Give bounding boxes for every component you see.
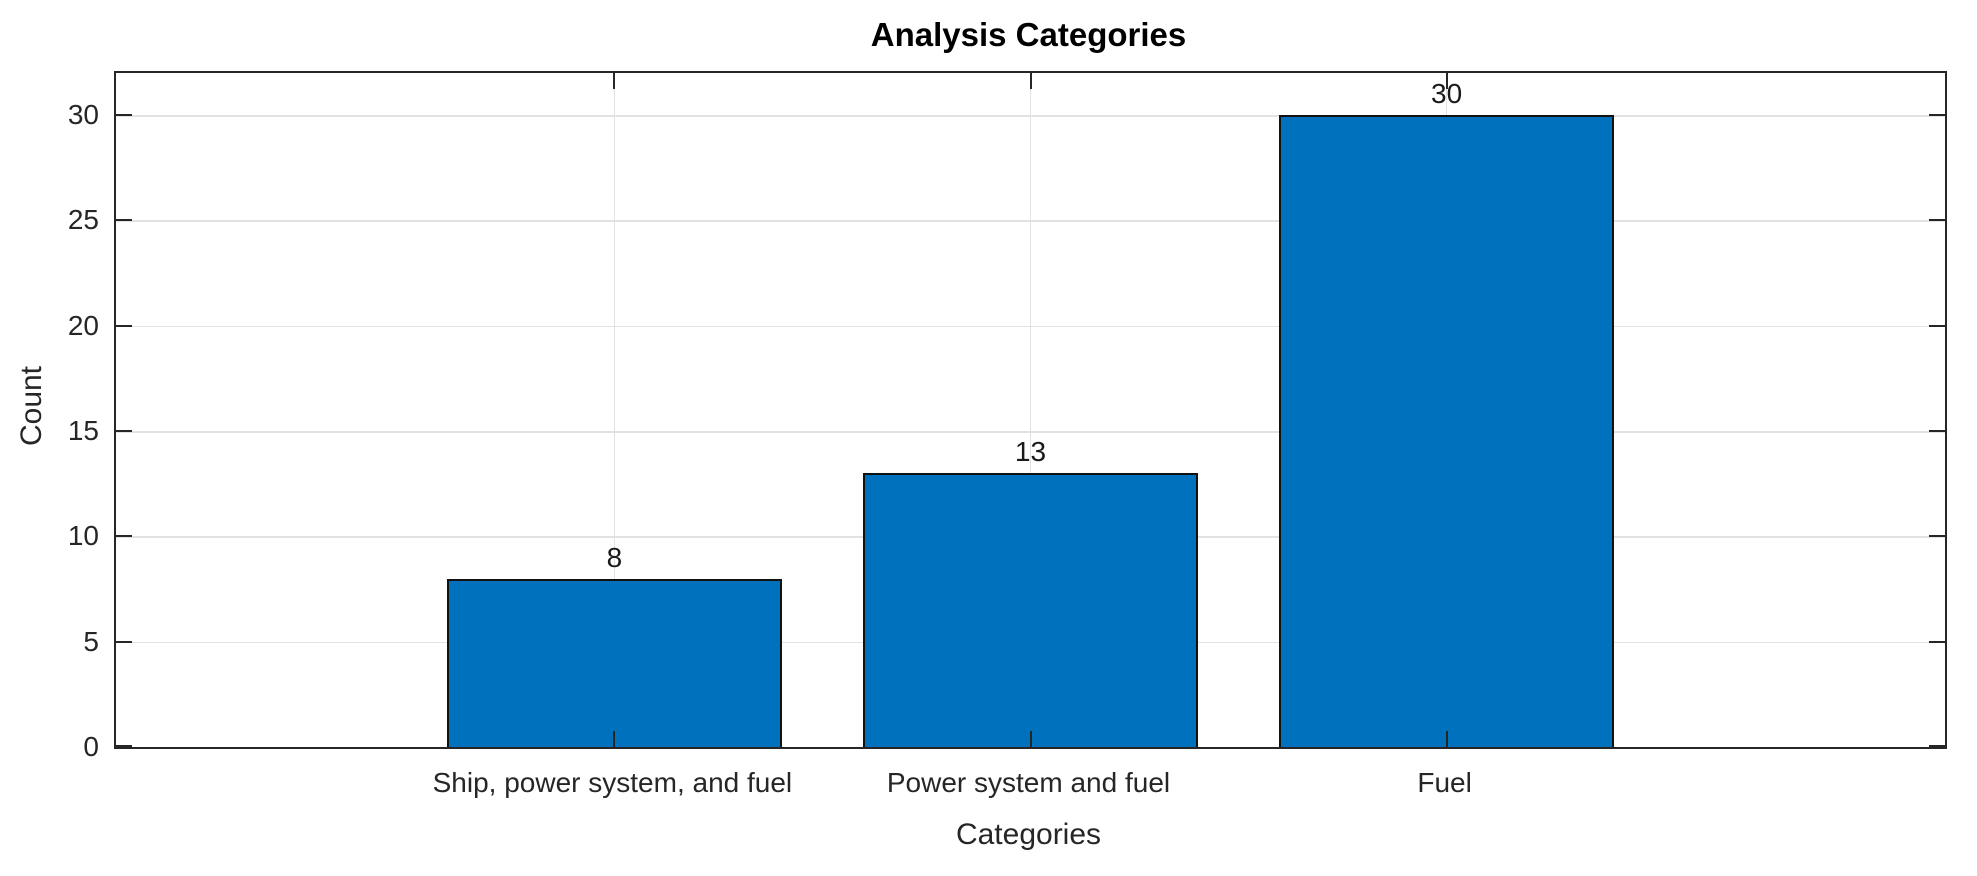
chart-title: Analysis Categories bbox=[870, 16, 1187, 53]
tick-mark bbox=[1445, 73, 1448, 89]
tick-mark bbox=[1929, 745, 1945, 747]
tick-mark bbox=[116, 640, 132, 643]
y-tick-label: 20 bbox=[67, 309, 99, 341]
tick-mark bbox=[1029, 73, 1032, 89]
y-tick-label: 5 bbox=[83, 625, 99, 657]
x-tick-label: Power system and fuel bbox=[886, 767, 1171, 798]
y-tick-label: 0 bbox=[83, 731, 99, 762]
tick-mark bbox=[613, 73, 616, 89]
tick-mark bbox=[1929, 219, 1945, 222]
x-tick-label: Fuel bbox=[1417, 767, 1472, 798]
y-tick-label: 10 bbox=[67, 520, 99, 552]
tick-mark bbox=[1445, 731, 1448, 747]
bar-value-label: 8 bbox=[606, 541, 623, 573]
tick-mark bbox=[116, 535, 132, 538]
tick-mark bbox=[1929, 535, 1945, 538]
bar-value-label: 30 bbox=[1431, 78, 1463, 110]
tick-mark bbox=[1929, 324, 1945, 327]
gridline-v bbox=[613, 73, 616, 747]
x-tick-label: Ship, power system, and fuel bbox=[432, 767, 793, 798]
x-axis-label: Categories bbox=[955, 818, 1102, 851]
tick-mark bbox=[613, 731, 616, 747]
bar bbox=[1279, 115, 1615, 747]
tick-mark bbox=[116, 430, 132, 433]
gridline-v bbox=[1029, 73, 1032, 747]
bar bbox=[446, 578, 782, 747]
tick-mark bbox=[1929, 114, 1945, 117]
y-tick-label: 25 bbox=[67, 204, 99, 236]
tick-mark bbox=[116, 219, 132, 222]
tick-mark bbox=[116, 114, 132, 117]
tick-mark bbox=[1029, 731, 1032, 747]
bar-value-label: 13 bbox=[1014, 436, 1047, 468]
bar bbox=[862, 473, 1199, 747]
tick-mark bbox=[1929, 640, 1945, 643]
tick-mark bbox=[116, 745, 132, 747]
tick-mark bbox=[1929, 430, 1945, 433]
y-tick-label: 15 bbox=[67, 415, 99, 447]
y-tick-label: 30 bbox=[67, 99, 99, 131]
plot-area: 8 13 30 bbox=[114, 71, 1947, 749]
tick-mark bbox=[116, 324, 132, 327]
